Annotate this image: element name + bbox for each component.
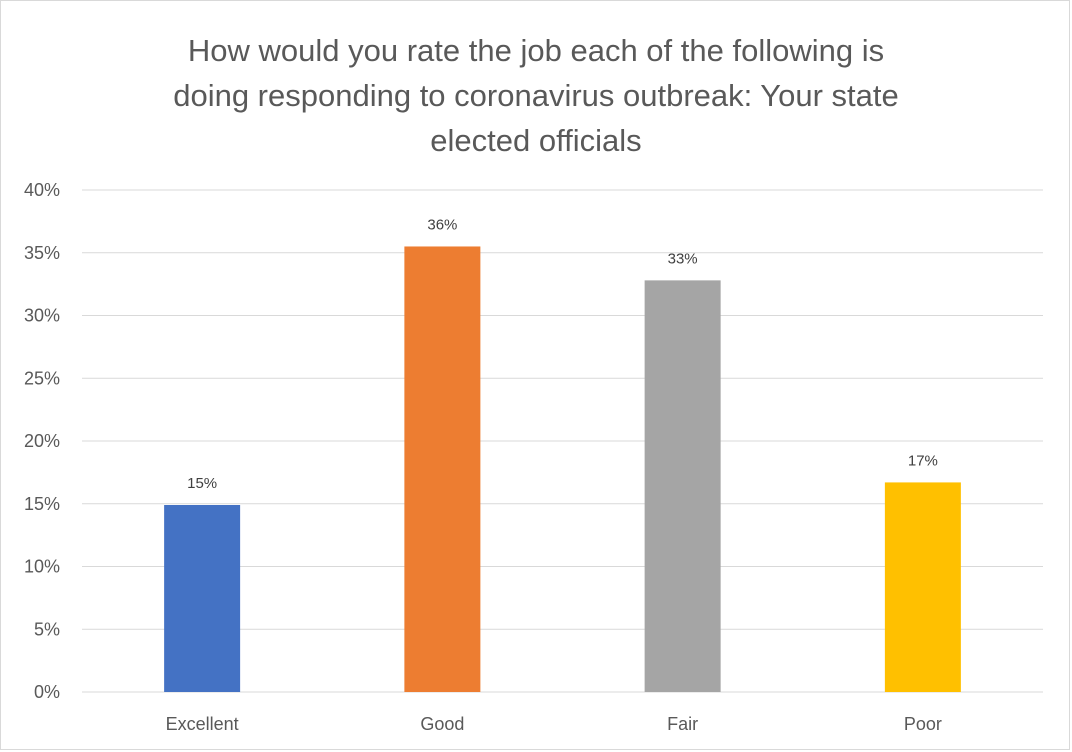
chart-title: How would you rate the job each of the f… [0,28,1072,163]
data-label-poor: 17% [908,452,938,469]
y-tick-label: 15% [24,494,60,514]
x-tick-label-poor: Poor [904,714,942,734]
bar-fair [644,280,721,692]
chart-title-line-1: How would you rate the job each of the f… [187,33,885,68]
data-label-fair: 33% [668,250,698,267]
data-label-excellent: 15% [187,475,217,492]
y-tick-label: 30% [24,306,60,326]
data-label-good: 36% [427,216,457,233]
y-tick-label: 25% [24,368,60,388]
bars [164,246,961,692]
data-labels: 15% 36% 33% 17% [187,216,938,492]
y-tick-label: 35% [24,243,60,263]
y-tick-label: 10% [24,557,60,577]
y-axis-labels: 0% 5% 10% 15% 20% 25% 30% 35% 40% [24,180,60,702]
x-tick-label-good: Good [420,714,464,734]
bar-good [404,246,481,692]
gridlines [82,189,1043,693]
y-tick-label: 0% [34,682,60,702]
bar-poor [884,482,961,692]
y-tick-label: 5% [34,619,60,639]
chart-title-line-2: doing responding to coronavirus outbreak… [173,78,899,113]
y-tick-label: 40% [24,180,60,200]
y-tick-label: 20% [24,431,60,451]
bar-excellent [164,505,241,692]
x-tick-label-fair: Fair [667,714,698,734]
x-axis-labels: Excellent Good Fair Poor [166,714,942,734]
chart-title-line-3: elected officials [430,123,642,158]
x-tick-label-excellent: Excellent [166,714,239,734]
